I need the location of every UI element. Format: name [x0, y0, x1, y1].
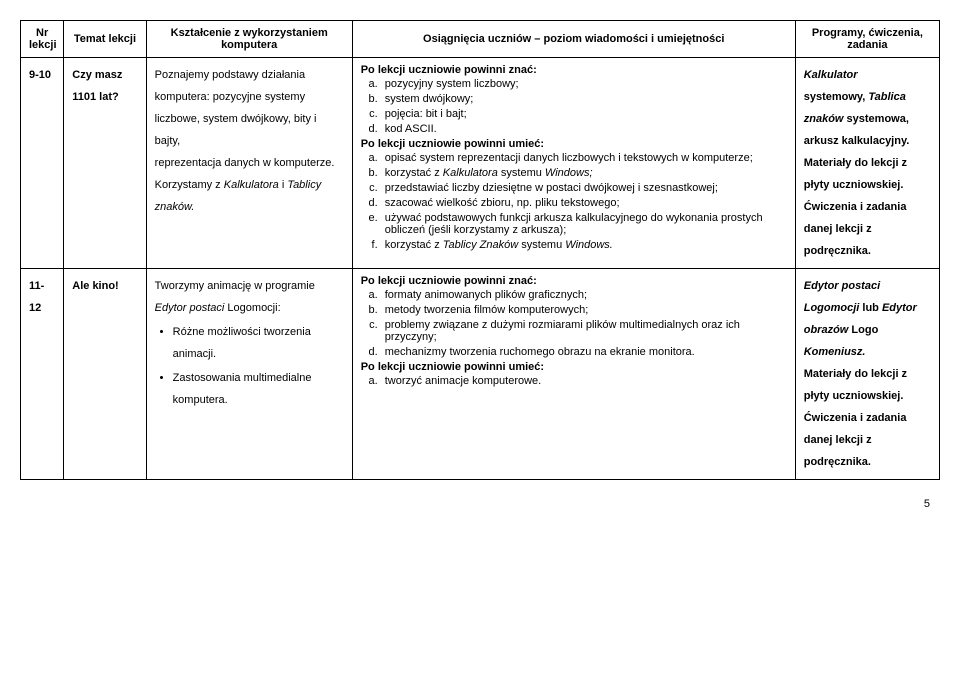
list-item: problemy związane z dużymi rozmiarami pl…: [381, 319, 787, 343]
list: tworzyć animacje komputerowe.: [381, 375, 787, 387]
text: Korzystamy z: [155, 179, 224, 191]
text: Windows;: [545, 167, 593, 179]
text: systemu: [498, 167, 545, 179]
section-head: Po lekcji uczniowie powinni znać:: [361, 64, 787, 76]
topic-text: Ale kino!: [72, 280, 118, 292]
text: znaków.: [155, 201, 195, 213]
text: liczbowe, system dwójkowy, bity i bajty,: [155, 113, 317, 147]
text: arkusz kalkulacyjny.: [804, 135, 910, 147]
text: płyty uczniowskiej.: [804, 390, 904, 402]
text: Logo: [848, 324, 878, 336]
header-prog: Programy, ćwiczenia, zadania: [795, 21, 939, 58]
text: Kalkulator: [804, 69, 858, 81]
text: Tablicy: [287, 179, 321, 191]
list-item: tworzyć animacje komputerowe.: [381, 375, 787, 387]
list: formaty animowanych plików graficznych; …: [381, 289, 787, 358]
section-head: Po lekcji uczniowie powinni znać:: [361, 275, 787, 287]
text: komputera: pozycyjne systemy: [155, 91, 305, 103]
text: systemowy,: [804, 91, 869, 103]
list-item: używać podstawowych funkcji arkusza kalk…: [381, 212, 787, 236]
header-osiag: Osiągnięcia uczniów – poziom wiadomości …: [352, 21, 795, 58]
cell-prog: Kalkulator systemowy, Tablica znaków sys…: [795, 58, 939, 269]
text: Materiały do lekcji z: [804, 368, 907, 380]
text: obrazów: [804, 324, 849, 336]
cell-osiag: Po lekcji uczniowie powinni znać: pozycy…: [352, 58, 795, 269]
text: znaków: [804, 113, 844, 125]
list-item: szacować wielkość zbioru, np. pliku teks…: [381, 197, 787, 209]
text: Logomocji: [804, 302, 860, 314]
text: korzystać z: [385, 167, 443, 179]
list-item: korzystać z Kalkulatora systemu Windows;: [381, 167, 787, 179]
text: korzystać z: [385, 239, 443, 251]
text: lub: [859, 302, 882, 314]
text: Windows.: [565, 239, 613, 251]
text: Edytor postaci: [804, 280, 880, 292]
text: Edytor postaci: [155, 302, 225, 314]
table-row: 9-10 Czy masz 1101 lat? Poznajemy podsta…: [21, 58, 940, 269]
list-item: system dwójkowy;: [381, 93, 787, 105]
text: danej lekcji z: [804, 223, 872, 235]
text: systemowa,: [843, 113, 908, 125]
list-item: metody tworzenia filmów komputerowych;: [381, 304, 787, 316]
topic-text: Czy masz: [72, 69, 122, 81]
text: Tworzymy animację w programie: [155, 280, 315, 292]
cell-kszt: Poznajemy podstawy działania komputera: …: [146, 58, 352, 269]
list-item: Różne możliwości tworzenia animacji.: [173, 321, 344, 365]
lesson-table: Nr lekcji Temat lekcji Kształcenie z wyk…: [20, 20, 940, 480]
text: podręcznika.: [804, 456, 871, 468]
page: Nr lekcji Temat lekcji Kształcenie z wyk…: [20, 20, 940, 480]
list: opisać system reprezentacji danych liczb…: [381, 152, 787, 251]
table-row: 11-12 Ale kino! Tworzymy animację w prog…: [21, 269, 940, 480]
header-kszt: Kształcenie z wykorzystaniem komputera: [146, 21, 352, 58]
list-item: pozycyjny system liczbowy;: [381, 78, 787, 90]
cell-nr: 11-12: [21, 269, 64, 480]
text: Tablicy Znaków: [443, 239, 518, 251]
cell-temat: Ale kino!: [64, 269, 146, 480]
cell-osiag: Po lekcji uczniowie powinni znać: format…: [352, 269, 795, 480]
header-row: Nr lekcji Temat lekcji Kształcenie z wyk…: [21, 21, 940, 58]
text: Poznajemy podstawy działania: [155, 69, 305, 81]
section-head: Po lekcji uczniowie powinni umieć:: [361, 361, 787, 373]
text: Kalkulatora: [443, 167, 498, 179]
list-item: przedstawiać liczby dziesiętne w postaci…: [381, 182, 787, 194]
text: Ćwiczenia i zadania: [804, 412, 907, 424]
cell-nr: 9-10: [21, 58, 64, 269]
text: Ćwiczenia i zadania: [804, 201, 907, 213]
list-item: Zastosowania multimedialne komputera.: [173, 367, 344, 411]
list-item: mechanizmy tworzenia ruchomego obrazu na…: [381, 346, 787, 358]
section-head: Po lekcji uczniowie powinni umieć:: [361, 138, 787, 150]
text: Komeniusz.: [804, 346, 866, 358]
header-nr: Nr lekcji: [21, 21, 64, 58]
cell-temat: Czy masz 1101 lat?: [64, 58, 146, 269]
text: danej lekcji z: [804, 434, 872, 446]
list-item: korzystać z Tablicy Znaków systemu Windo…: [381, 239, 787, 251]
text: Kalkulatora: [224, 179, 279, 191]
text: podręcznika.: [804, 245, 871, 257]
text: Materiały do lekcji z: [804, 157, 907, 169]
topic-text: 1101 lat?: [72, 91, 118, 103]
cell-kszt: Tworzymy animację w programie Edytor pos…: [146, 269, 352, 480]
header-temat: Temat lekcji: [64, 21, 146, 58]
cell-prog: Edytor postaci Logomocji lub Edytor obra…: [795, 269, 939, 480]
text: Logomocji:: [224, 302, 280, 314]
text: płyty uczniowskiej.: [804, 179, 904, 191]
lesson-number: 9-10: [29, 69, 51, 81]
text: reprezentacja danych w komputerze.: [155, 157, 335, 169]
text: Tablica: [868, 91, 906, 103]
list-item: formaty animowanych plików graficznych;: [381, 289, 787, 301]
list: Różne możliwości tworzenia animacji. Zas…: [173, 321, 344, 411]
list-item: kod ASCII.: [381, 123, 787, 135]
list-item: pojęcia: bit i bajt;: [381, 108, 787, 120]
list-item: opisać system reprezentacji danych liczb…: [381, 152, 787, 164]
lesson-number: 11-12: [29, 280, 44, 314]
text: Edytor: [882, 302, 917, 314]
list: pozycyjny system liczbowy; system dwójko…: [381, 78, 787, 135]
text: systemu: [518, 239, 565, 251]
page-number: 5: [924, 498, 930, 510]
